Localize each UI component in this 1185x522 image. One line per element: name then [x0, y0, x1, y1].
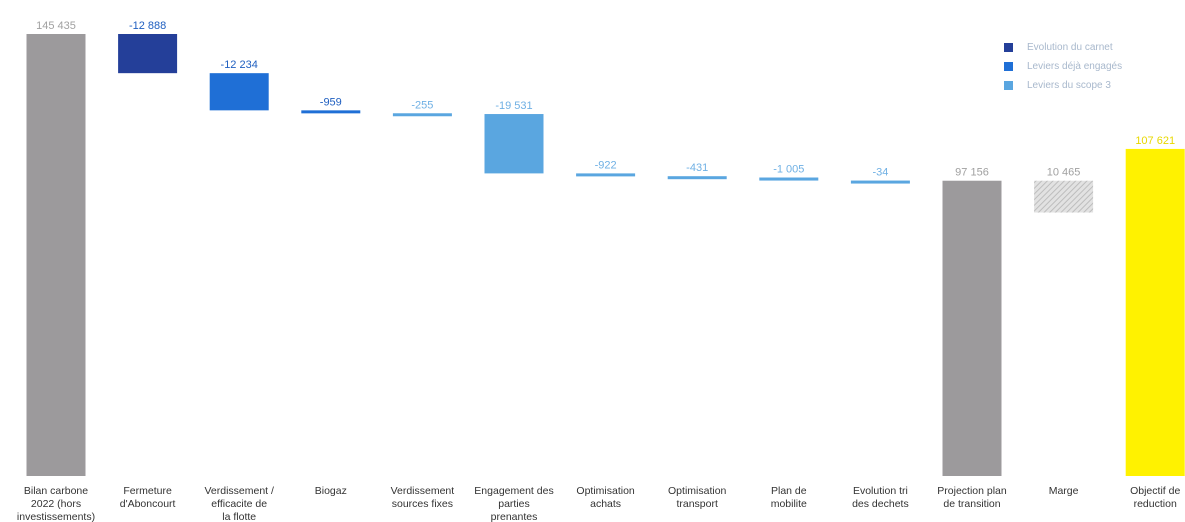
value-label-10: 97 156 [955, 167, 989, 179]
bar-7 [667, 176, 727, 180]
category-label-12: Objectif de reduction [1130, 485, 1180, 510]
bar-9 [850, 180, 910, 184]
bars-layer [26, 34, 1185, 476]
value-label-6: -922 [595, 159, 617, 171]
bar-2 [209, 73, 269, 111]
value-label-8: -1 005 [773, 164, 804, 176]
category-label-1: Fermeture d'Aboncourt [120, 485, 176, 510]
legend-label-2: Leviers du scope 3 [1027, 80, 1111, 91]
bar-1 [118, 34, 178, 74]
bar-4 [392, 113, 452, 117]
legend-swatch-2 [1004, 81, 1013, 90]
value-label-12: 107 621 [1135, 135, 1175, 147]
legend-swatch-1 [1004, 62, 1013, 71]
category-label-3: Biogaz [315, 485, 347, 497]
category-label-10: Projection plan de transition [937, 485, 1007, 510]
value-label-9: -34 [872, 167, 888, 179]
category-label-9: Evolution tri des dechets [852, 485, 909, 510]
legend-swatch-0 [1004, 43, 1013, 52]
bar-0 [26, 34, 86, 476]
legend-item-1: Leviers déjà engagés [1004, 57, 1122, 76]
category-label-8: Plan de mobilite [771, 485, 807, 510]
value-label-5: -19 531 [495, 100, 532, 112]
legend: Evolution du carnet Leviers déjà engagés L… [1004, 38, 1122, 95]
bar-6 [576, 173, 636, 177]
bar-5 [484, 114, 544, 174]
bar-10 [942, 180, 1002, 476]
value-label-0: 145 435 [36, 20, 76, 32]
category-label-2: Verdissement / efficacite de la flotte [204, 485, 274, 522]
bar-11 [1034, 180, 1094, 213]
value-label-1: -12 888 [129, 20, 166, 32]
legend-item-0: Evolution du carnet [1004, 38, 1122, 57]
legend-label-1: Leviers déjà engagés [1027, 61, 1123, 72]
value-label-4: -255 [411, 99, 433, 111]
value-labels-layer: 145 435 -12 888 -12 234 -959 -255 -19 531 -922… [36, 20, 1175, 179]
category-label-5: Engagement des parties prenantes [474, 485, 553, 522]
bar-12 [1125, 148, 1185, 476]
category-label-7: Optimisation transport [668, 485, 727, 510]
category-label-6: Optimisation achats [576, 485, 635, 510]
legend-item-2: Leviers du scope 3 [1004, 76, 1122, 95]
category-labels-layer: Bilan carbone 2022 (hors investissements) F… [17, 485, 1181, 522]
value-label-3: -959 [320, 96, 342, 108]
legend-label-0: Evolution du carnet [1027, 42, 1113, 53]
bar-8 [759, 177, 819, 181]
category-label-4: Verdissement sources fixes [391, 485, 455, 510]
value-label-7: -431 [686, 162, 708, 174]
value-label-2: -12 234 [221, 59, 258, 71]
value-label-11: 10 465 [1047, 167, 1081, 179]
bar-3 [301, 110, 361, 114]
category-label-0: Bilan carbone 2022 (hors investissements) [17, 485, 95, 522]
category-label-11: Marge [1049, 485, 1079, 497]
